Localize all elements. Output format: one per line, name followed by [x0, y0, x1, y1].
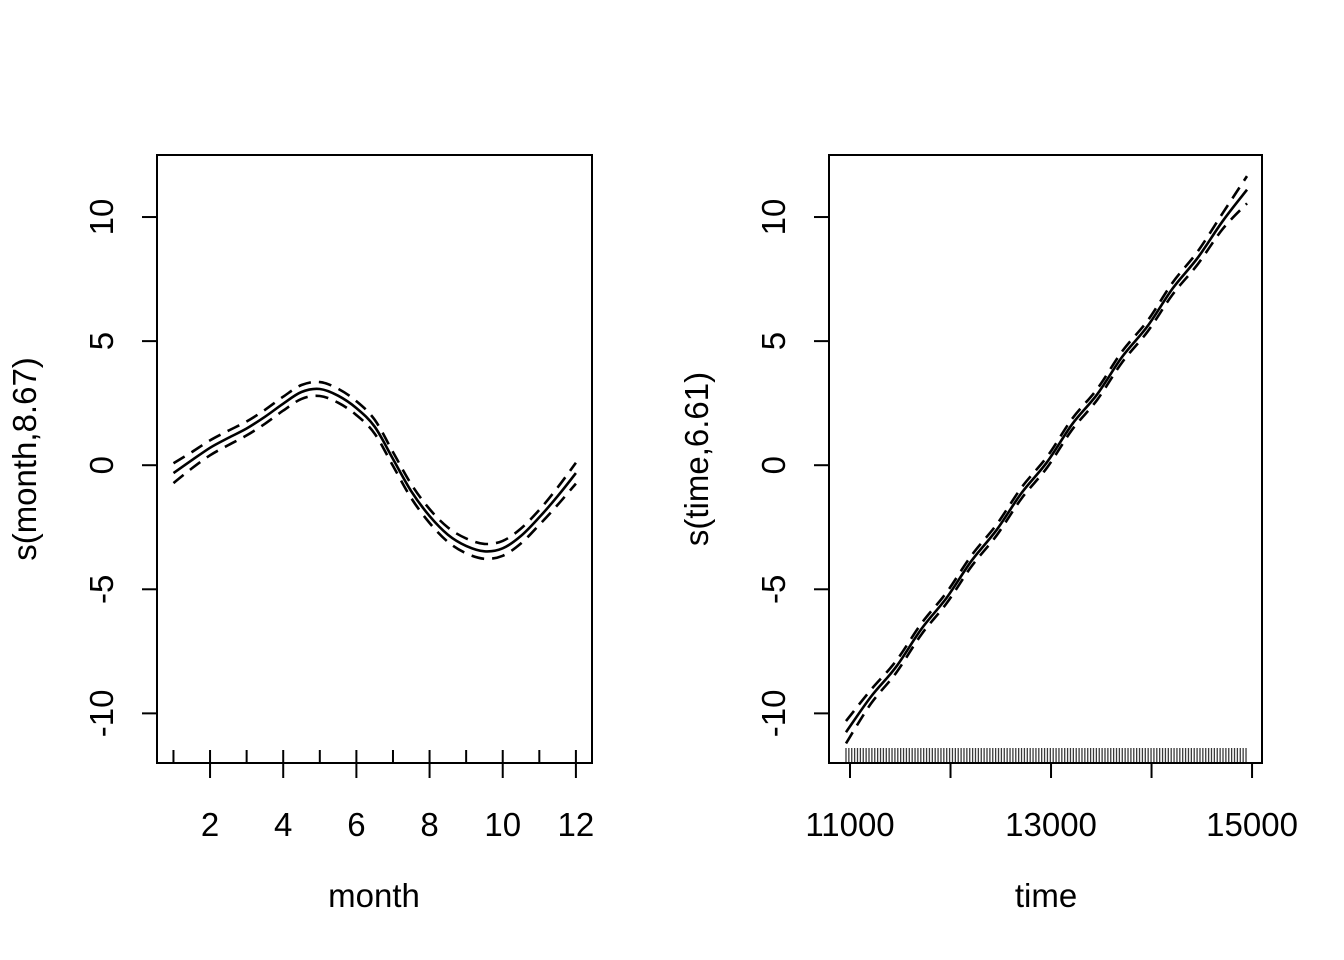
plot-box [156, 154, 593, 764]
x-tick-label: 11000 [805, 806, 894, 843]
fit-line [172, 387, 577, 553]
y-tick-label: -10 [755, 690, 792, 738]
lower-ci-line [172, 394, 577, 561]
left-x-axis-label: month [328, 877, 420, 914]
x-tick-label: 10 [484, 806, 521, 843]
x-tick-label: 15000 [1206, 806, 1298, 843]
plot-box [828, 154, 1263, 764]
y-tick-label: 0 [755, 456, 792, 474]
y-tick-label: -5 [755, 575, 792, 604]
x-tick-label: 6 [347, 806, 365, 843]
y-tick-label: -10 [83, 690, 120, 738]
y-tick-label: 10 [755, 199, 792, 236]
right-y-axis-label: s(time,6.61) [678, 372, 715, 546]
x-tick-label: 2 [201, 806, 219, 843]
x-tick-label: 12 [558, 806, 595, 843]
upper-ci-line [172, 380, 577, 546]
lower-ci-line [844, 202, 1248, 745]
x-tick-label: 8 [420, 806, 438, 843]
y-tick-label: 5 [83, 332, 120, 350]
y-tick-label: 10 [83, 199, 120, 236]
y-tick-label: 5 [755, 332, 792, 350]
x-tick-label: 13000 [1005, 806, 1097, 843]
x-tick-label: 4 [274, 806, 292, 843]
fit-line [844, 188, 1249, 733]
right-plot-time-smooth: 11000 13000 15000 -10 -5 0 5 10 [755, 154, 1298, 843]
y-tick-label: -5 [83, 575, 120, 604]
y-tick-label: 0 [83, 456, 120, 474]
right-x-axis-label: time [1015, 877, 1077, 914]
left-y-axis-label: s(month,8.67) [6, 357, 43, 561]
left-plot-month-smooth: 2 4 6 8 10 12 -10 -5 0 5 10 [83, 154, 595, 843]
upper-ci-line [844, 175, 1249, 722]
